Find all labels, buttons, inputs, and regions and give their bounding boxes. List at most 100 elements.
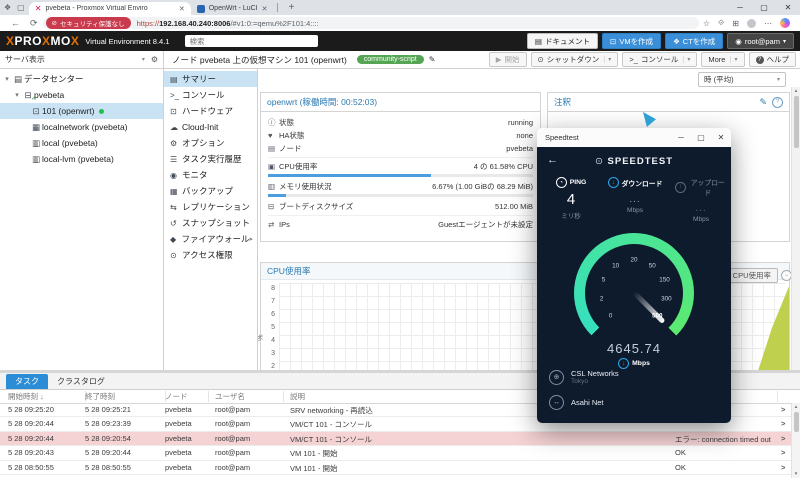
speedtest-titlebar[interactable]: Speedtest ─ ▢ ✕ bbox=[537, 128, 731, 147]
settings-menu-icon[interactable]: ⋯ bbox=[764, 18, 772, 28]
caret-icon[interactable]: ▾ bbox=[15, 92, 19, 99]
nav-item-console[interactable]: >_ コンソール bbox=[164, 87, 257, 103]
nav-label: アクセス権限 bbox=[182, 250, 233, 260]
shutdown-button[interactable]: ⊙ シャットダウン ▾ bbox=[530, 52, 619, 67]
nav-item-hardware[interactable]: ⊡ ハードウェア bbox=[164, 103, 257, 119]
chevron-right-icon[interactable]: > bbox=[781, 419, 786, 429]
column-header-end[interactable]: 終了時刻 bbox=[78, 391, 166, 402]
close-tab-icon[interactable]: ✕ bbox=[178, 5, 185, 13]
task-scrollbar[interactable]: ▲ ▼ bbox=[791, 403, 800, 478]
column-header-node[interactable]: ノード bbox=[158, 391, 209, 402]
table-row[interactable]: 5 28 09:20:44 5 28 09:23:39 pvebeta root… bbox=[0, 417, 800, 432]
server-row[interactable]: ⊕ CSL Networks Tokyo bbox=[549, 369, 721, 385]
scroll-up-icon[interactable]: ▲ bbox=[793, 88, 799, 93]
tree-item-localnetwork[interactable]: ▦ localnetwork (pvebeta) bbox=[0, 119, 163, 135]
console-button[interactable]: >_ コンソール ▾ bbox=[622, 52, 698, 67]
documentation-button[interactable]: ▤ ドキュメント bbox=[526, 33, 599, 49]
back-icon[interactable]: ← bbox=[11, 18, 20, 28]
cell-start: 5 28 08:50:51 bbox=[8, 477, 82, 478]
tree-item-storage-local[interactable]: ▥ local (pvebeta) bbox=[0, 135, 163, 151]
table-row[interactable]: 5 28 08:50:55 5 28 08:50:55 pvebeta root… bbox=[0, 461, 800, 475]
edit-tags-icon[interactable]: ✎ bbox=[428, 55, 436, 64]
tree-item-storage-local-lvm[interactable]: ▥ local-lvm (pvebeta) bbox=[0, 151, 163, 167]
chevron-right-icon[interactable]: > bbox=[781, 477, 791, 478]
nav-label: ハードウェア bbox=[182, 106, 234, 116]
omnibox[interactable]: ⊘ セキュリティ保護なし https://192.168.40.240:8006… bbox=[42, 17, 699, 29]
chevron-right-icon[interactable]: > bbox=[781, 448, 786, 458]
start-button[interactable]: ▶ 開始 bbox=[488, 52, 527, 67]
chevron-right-icon[interactable]: > bbox=[781, 405, 786, 414]
shield-icon: ◆ bbox=[170, 234, 177, 244]
table-row[interactable]: 5 28 09:20:43 5 28 09:20:44 pvebeta root… bbox=[0, 446, 800, 461]
server-view-selector[interactable]: サーバ表示 ▾ ⚙ bbox=[0, 51, 164, 69]
collections-icon[interactable]: ⟐ bbox=[717, 18, 725, 27]
nav-item-cloud-init[interactable]: ☁ Cloud-Init bbox=[164, 119, 257, 135]
nav-item-firewall[interactable]: ◆ ファイアウォール ▸ bbox=[164, 231, 257, 247]
copilot-icon[interactable] bbox=[780, 18, 790, 28]
edit-notes-icon[interactable]: ✎ bbox=[759, 96, 767, 107]
content-scrollbar[interactable]: ▲ bbox=[791, 87, 800, 370]
isp-row[interactable]: ↔ Asahi Net bbox=[549, 395, 721, 410]
favorites-star-icon[interactable]: ☆ bbox=[702, 18, 710, 28]
close-tab-icon[interactable]: ✕ bbox=[261, 5, 268, 13]
nav-item-backup[interactable]: ▦ バックアップ bbox=[164, 183, 257, 199]
panel-splitter[interactable] bbox=[0, 370, 800, 373]
tab-title: OpenWrt - LuCI bbox=[208, 5, 258, 12]
caret-icon[interactable]: ▾ bbox=[5, 76, 9, 83]
extensions-icon[interactable]: ⊞ bbox=[732, 18, 739, 28]
help-button[interactable]: ? ヘルプ bbox=[748, 52, 796, 67]
column-header-description[interactable]: 説明 bbox=[283, 391, 778, 402]
refresh-icon[interactable]: ⟳ bbox=[30, 17, 38, 28]
maximize-button[interactable]: ▢ bbox=[760, 3, 768, 12]
help-circle-icon[interactable]: ? bbox=[772, 96, 783, 108]
browser-tab-openwrt[interactable]: OpenWrt - LuCI ✕ bbox=[191, 2, 274, 15]
profile-avatar[interactable] bbox=[747, 18, 756, 28]
scroll-thumb[interactable] bbox=[793, 412, 799, 432]
back-arrow-icon[interactable]: ← bbox=[547, 154, 558, 166]
tree-item-node-pvebeta[interactable]: ▾ ⊟ ✓ pvebeta bbox=[0, 87, 163, 103]
create-vm-button[interactable]: ⊡ VMを作成 bbox=[602, 33, 662, 49]
chevron-right-icon[interactable]: > bbox=[781, 433, 786, 443]
security-badge[interactable]: ⊘ セキュリティ保護なし bbox=[45, 17, 131, 29]
nav-item-summary[interactable]: ▤ サマリー bbox=[164, 71, 257, 87]
create-ct-button[interactable]: ❖ CTを作成 bbox=[665, 33, 724, 49]
chevron-down-icon: ▾ bbox=[683, 56, 690, 63]
nav-item-snapshots[interactable]: ↺ スナップショット bbox=[164, 215, 257, 231]
tree-item-vm-101[interactable]: ⊡ 101 (openwrt) bbox=[0, 103, 163, 119]
nav-item-options[interactable]: ⚙ オプション bbox=[164, 135, 257, 151]
gauge-tick: 300 bbox=[661, 295, 672, 303]
search-input[interactable] bbox=[185, 35, 319, 47]
more-button[interactable]: More ▾ bbox=[701, 52, 745, 67]
nav-item-task-history[interactable]: ☰ タスク実行履歴 bbox=[164, 151, 257, 167]
column-header-start[interactable]: 開始時刻 ↓ bbox=[0, 391, 86, 402]
minimize-button[interactable]: ─ bbox=[737, 3, 743, 12]
new-tab-button[interactable]: + bbox=[288, 2, 295, 13]
chevron-right-icon[interactable]: > bbox=[781, 462, 786, 472]
column-header-user[interactable]: ユーザ名 bbox=[208, 391, 284, 402]
minimize-button[interactable]: ─ bbox=[678, 133, 684, 142]
vertical-tabs-icon[interactable]: ▢ bbox=[17, 3, 25, 12]
tab-cluster-log[interactable]: クラスタログ bbox=[57, 377, 105, 386]
speedtest-window: Speedtest ─ ▢ ✕ ← ⊙ SPEEDTEST ◔ PING 4 ミリ… bbox=[537, 128, 731, 423]
table-row[interactable]: 5 28 09:25:20 5 28 09:25:21 pvebeta root… bbox=[0, 403, 800, 418]
scroll-thumb[interactable] bbox=[793, 96, 799, 148]
period-select[interactable]: 時 (平均) ▾ bbox=[698, 72, 786, 87]
scroll-down-icon[interactable]: ▼ bbox=[793, 471, 799, 476]
tree-item-datacenter[interactable]: ▾ ▤ データセンター bbox=[0, 71, 163, 87]
user-menu-button[interactable]: ◉ root@pam ▾ bbox=[727, 33, 794, 49]
gear-icon[interactable]: ⚙ bbox=[150, 55, 158, 64]
chevron-down-icon: ▾ bbox=[604, 56, 611, 63]
table-row[interactable]: 5 28 09:20:44 5 28 09:20:54 pvebeta root… bbox=[0, 431, 800, 447]
nav-item-replication[interactable]: ⇆ レプリケーション bbox=[164, 199, 257, 215]
memory-icon: ▥ bbox=[268, 182, 276, 191]
close-button[interactable]: ✕ bbox=[784, 3, 792, 12]
nav-item-monitor[interactable]: ◉ モニタ bbox=[164, 167, 257, 183]
chevron-right-icon: ▸ bbox=[249, 236, 253, 243]
close-button[interactable]: ✕ bbox=[717, 133, 725, 142]
browser-tab-proxmox[interactable]: ✕ pvebeta - Proxmox Virtual Enviro ✕ bbox=[28, 2, 191, 15]
workspaces-icon[interactable]: ❖ bbox=[4, 3, 12, 12]
maximize-button[interactable]: ▢ bbox=[697, 133, 705, 142]
scroll-up-icon[interactable]: ▲ bbox=[793, 404, 799, 409]
tab-tasks[interactable]: タスク bbox=[6, 374, 48, 389]
nav-item-permissions[interactable]: ⊙ アクセス権限 bbox=[164, 247, 257, 263]
